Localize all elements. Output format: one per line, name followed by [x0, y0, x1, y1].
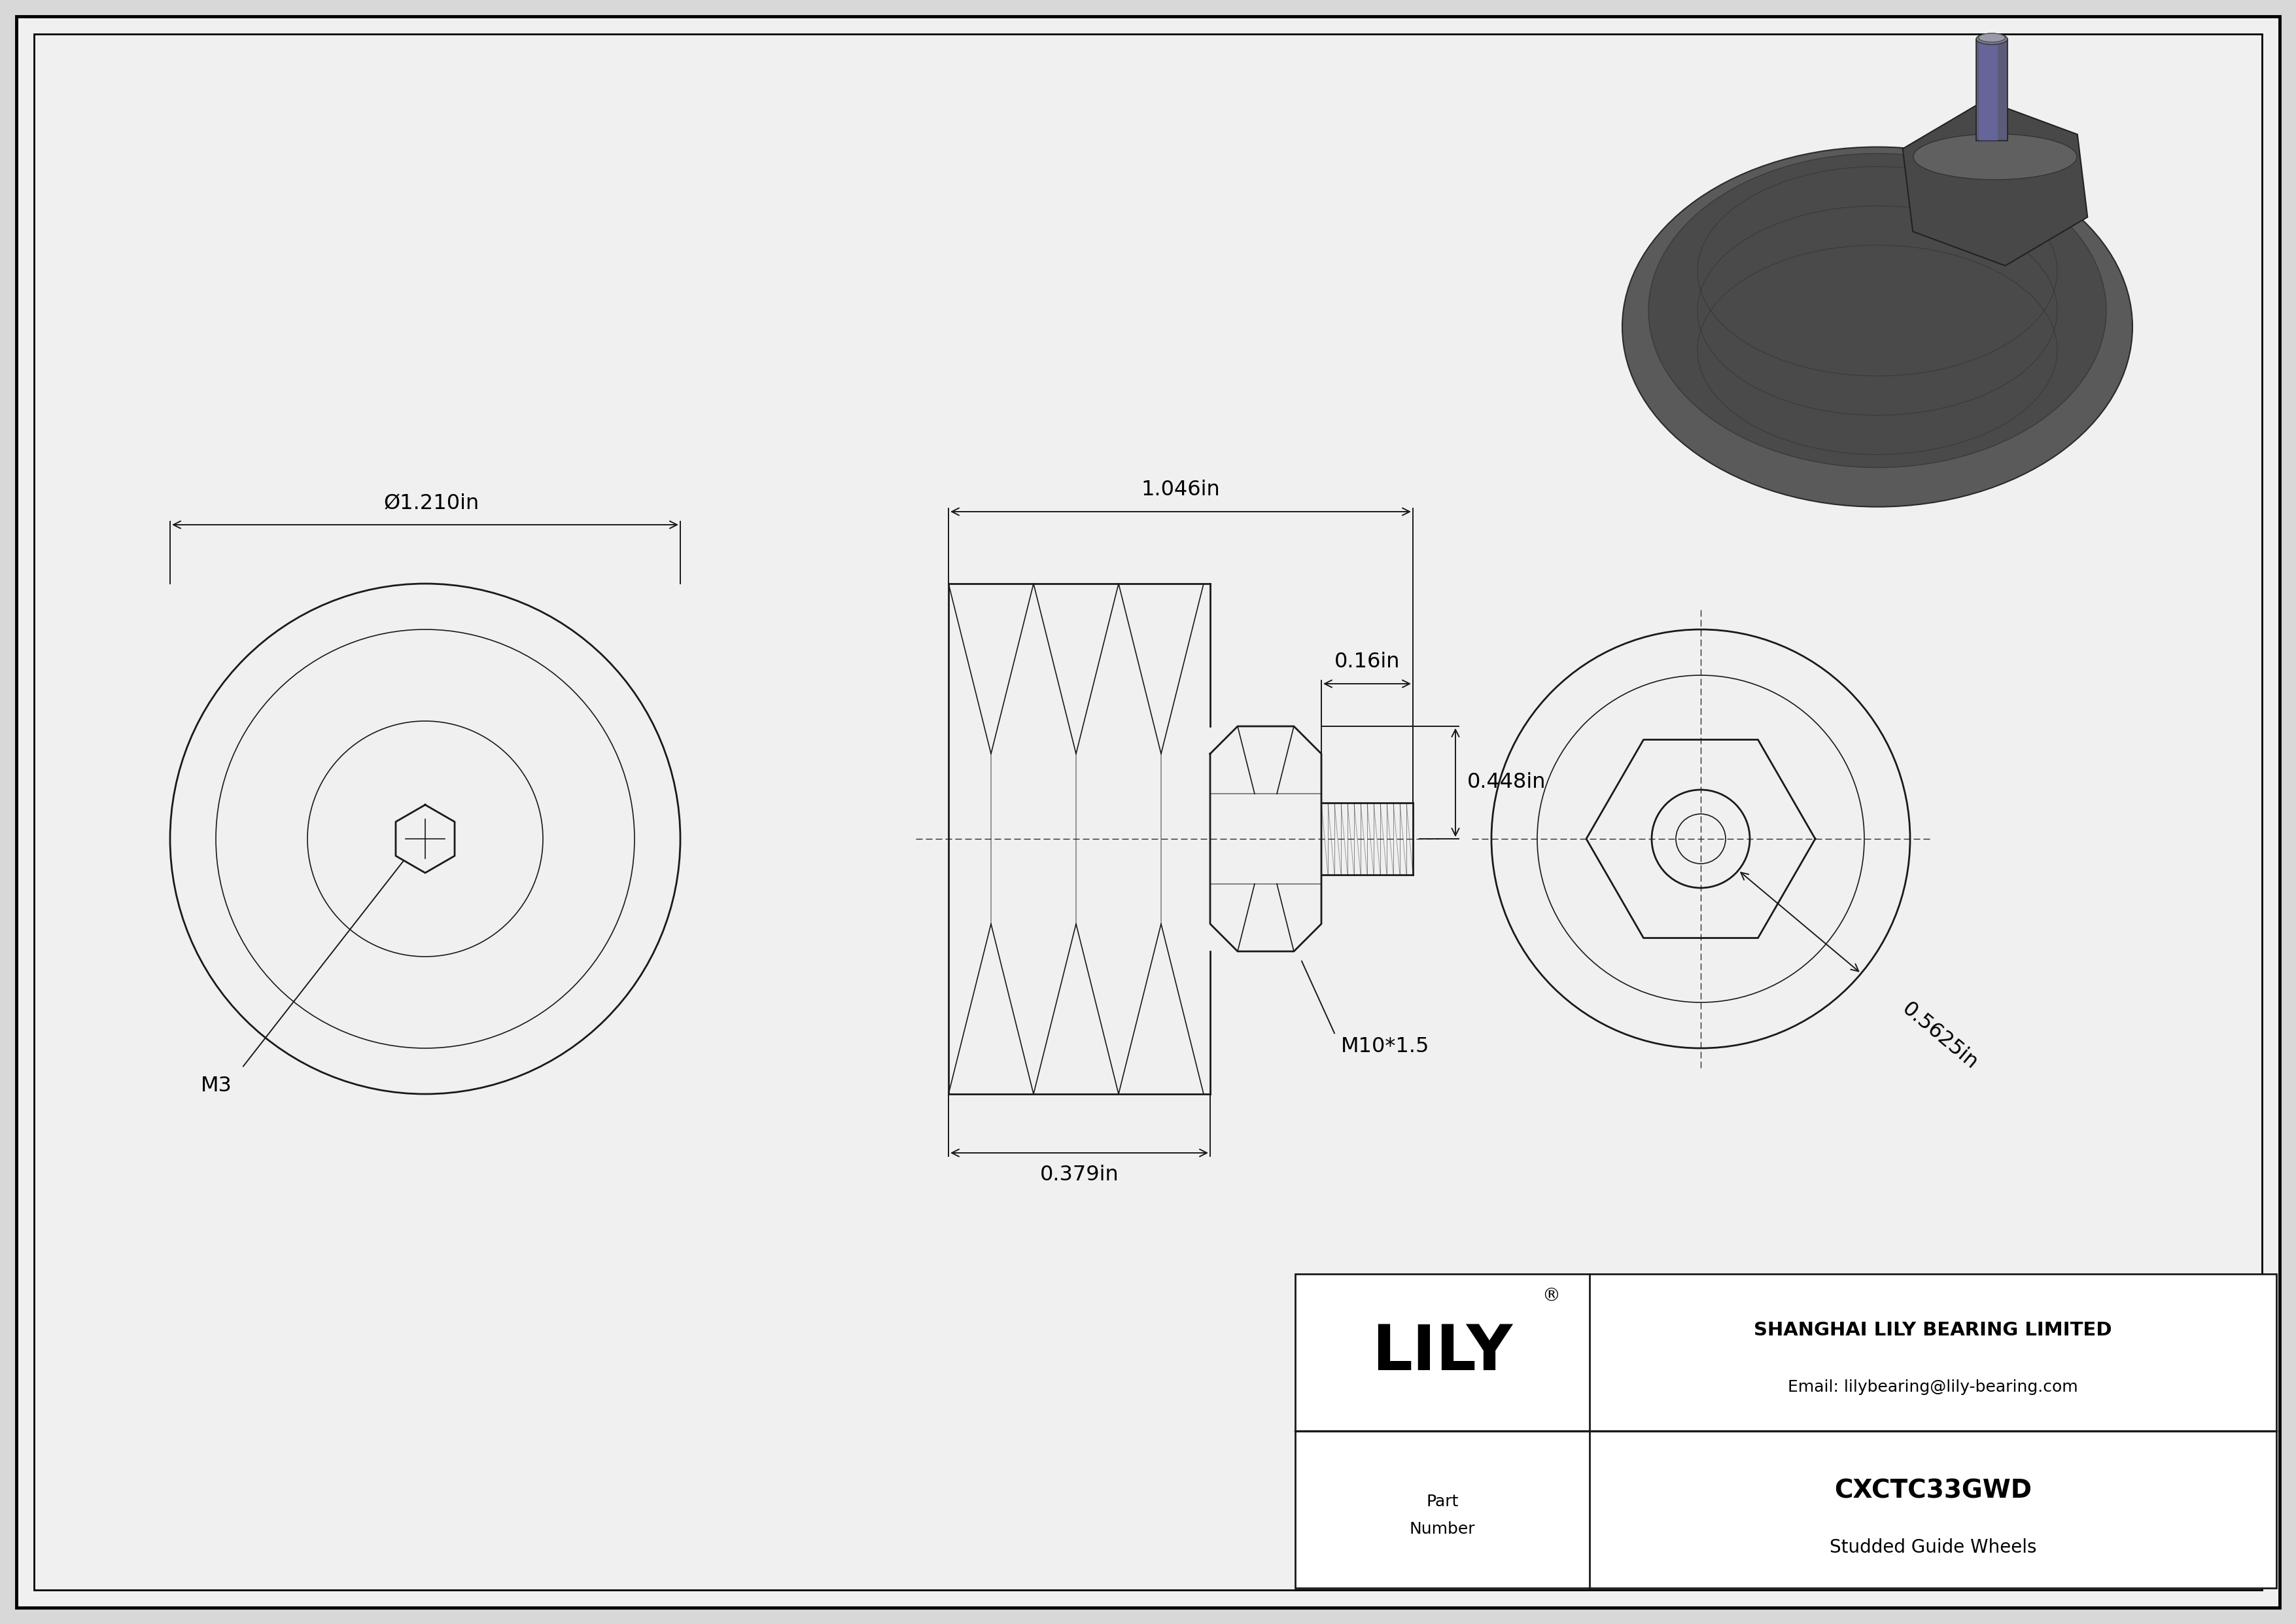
Ellipse shape — [1977, 34, 2007, 44]
Bar — [1582, 54, 2236, 525]
Text: 0.16in: 0.16in — [1334, 651, 1401, 672]
Ellipse shape — [1979, 32, 2004, 42]
Text: Email: lilybearing@lily-bearing.com: Email: lilybearing@lily-bearing.com — [1789, 1379, 2078, 1395]
Text: Number: Number — [1410, 1522, 1476, 1536]
Text: ®: ® — [1543, 1286, 1561, 1306]
Ellipse shape — [1913, 133, 2078, 180]
Text: M10*1.5: M10*1.5 — [1341, 1036, 1430, 1057]
Text: Studded Guide Wheels: Studded Guide Wheels — [1830, 1538, 2037, 1556]
Text: Ø1.210in: Ø1.210in — [383, 492, 480, 513]
Text: LILY: LILY — [1373, 1322, 1513, 1384]
Bar — [1977, 39, 2007, 140]
Ellipse shape — [1649, 154, 2105, 468]
Text: 0.5625in: 0.5625in — [1899, 999, 1981, 1073]
Text: SHANGHAI LILY BEARING LIMITED: SHANGHAI LILY BEARING LIMITED — [1754, 1322, 2112, 1340]
Polygon shape — [1903, 101, 2087, 266]
Text: 0.379in: 0.379in — [1040, 1164, 1118, 1186]
Text: 1.046in: 1.046in — [1141, 479, 1219, 500]
Text: M3: M3 — [202, 1075, 232, 1096]
Text: CXCTC33GWD: CXCTC33GWD — [1835, 1478, 2032, 1504]
Text: Part: Part — [1426, 1494, 1458, 1509]
Bar — [1295, 1273, 2275, 1588]
Text: 0.448in: 0.448in — [1467, 773, 1545, 793]
Ellipse shape — [1623, 146, 2133, 507]
Bar — [1979, 39, 1998, 140]
